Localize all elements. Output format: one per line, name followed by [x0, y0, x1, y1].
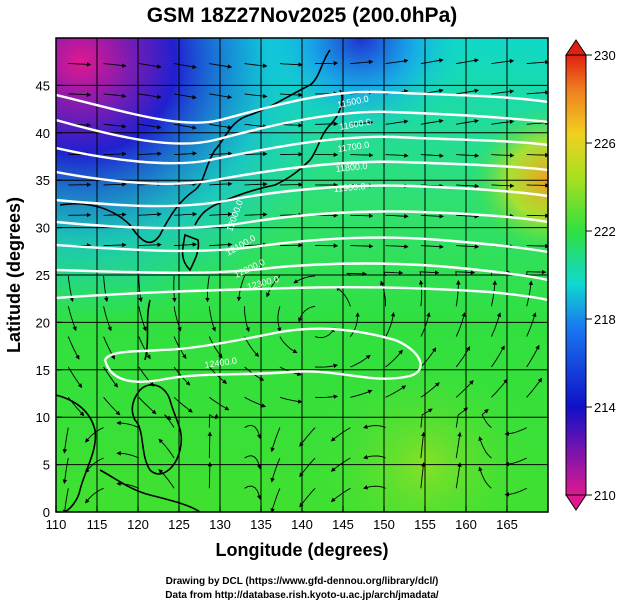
x-tick-label: 150 — [373, 517, 395, 532]
x-tick-label: 165 — [496, 517, 518, 532]
colorbar-tick-label: 214 — [594, 400, 616, 415]
y-tick-label: 45 — [36, 78, 50, 93]
streamline-arrow — [315, 63, 337, 64]
y-tick-label: 15 — [36, 363, 50, 378]
streamline-arrow — [315, 124, 337, 125]
colorbar-tick-label: 222 — [594, 224, 616, 239]
y-tick-label: 5 — [43, 458, 50, 473]
x-tick-label: 160 — [455, 517, 477, 532]
streamline-arrow — [209, 432, 210, 458]
y-tick-label: 30 — [36, 221, 50, 236]
colorbar-min-triangle — [566, 495, 586, 510]
y-axis-label: Latitude (degrees) — [4, 197, 24, 353]
x-tick-label: 130 — [209, 517, 231, 532]
colorbar-tick-label: 218 — [594, 312, 616, 327]
credit-line-2: Data from http://database.rish.kyoto-u.a… — [165, 590, 439, 601]
y-tick-label: 35 — [36, 173, 50, 188]
credit-line-1: Drawing by DCL (https://www.gfd-dennou.o… — [166, 576, 439, 587]
y-tick-label: 10 — [36, 410, 50, 425]
x-tick-label: 125 — [168, 517, 190, 532]
x-tick-label: 120 — [127, 517, 149, 532]
x-tick-label: 135 — [250, 517, 272, 532]
streamline-arrow — [209, 463, 210, 489]
chart-title: GSM 18Z27Nov2025 (200.0hPa) — [147, 4, 458, 27]
streamline-arrow — [527, 215, 549, 216]
plot-area: 11500.011600.011700.011800.011900.012000… — [56, 38, 549, 514]
streamline-arrow — [527, 155, 549, 156]
colorbar-max-triangle — [566, 40, 586, 55]
streamline-arrow — [527, 185, 549, 186]
y-tick-label: 25 — [36, 268, 50, 283]
x-tick-label: 115 — [87, 517, 108, 532]
colorbar-scale — [566, 55, 586, 495]
colorbar-tick-label: 226 — [594, 136, 616, 151]
colorbar-tick-label: 230 — [594, 48, 616, 63]
y-tick-label: 0 — [43, 505, 50, 520]
x-tick-label: 145 — [332, 517, 354, 532]
y-tick-label: 40 — [36, 126, 50, 141]
x-axis-label: Longitude (degrees) — [215, 540, 388, 560]
x-tick-label: 140 — [291, 517, 313, 532]
y-tick-label: 20 — [36, 315, 50, 330]
colorbar-ticks: 210 214 218 222 226 230 — [586, 48, 616, 503]
x-tick-label: 155 — [414, 517, 436, 532]
colorbar-tick-label: 210 — [594, 488, 616, 503]
streamline-arrow — [527, 246, 549, 247]
colorbar: 210 214 218 222 226 230 — [566, 40, 616, 510]
